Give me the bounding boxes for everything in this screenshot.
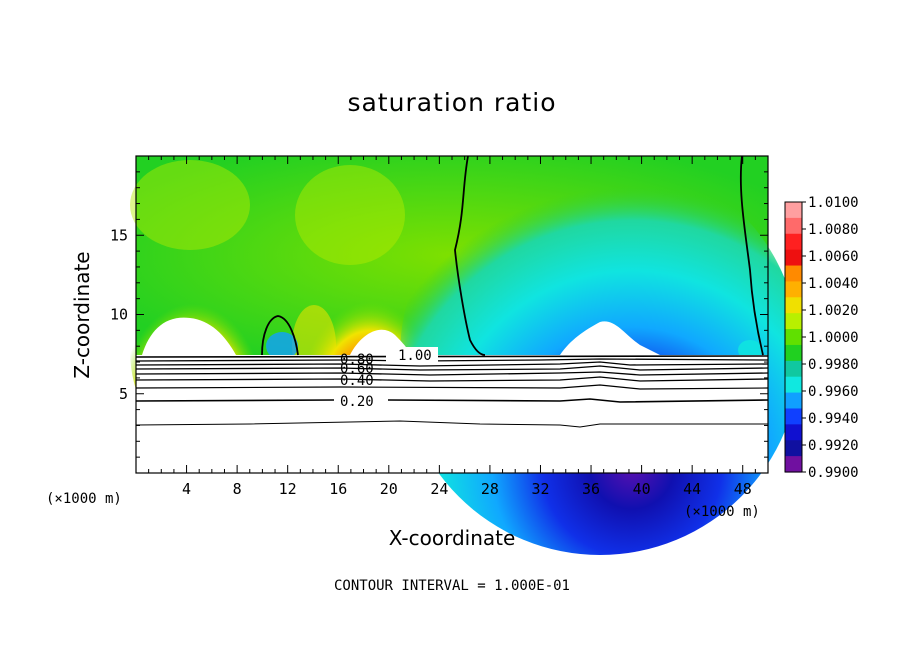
x-axis-label: X-coordinate xyxy=(388,526,516,550)
contour-1.00-small xyxy=(261,315,299,356)
field-lower-region xyxy=(136,355,768,473)
x-tick-label: 12 xyxy=(279,480,297,498)
y-axis-label: Z-coordinate xyxy=(70,251,94,379)
field-mask-cold xyxy=(560,321,660,355)
contour-line xyxy=(135,365,769,371)
x-tick-label: 40 xyxy=(633,480,651,498)
y-tick-label: 15 xyxy=(110,226,128,244)
colorbar-swatch xyxy=(785,424,802,441)
contour-lines xyxy=(135,355,769,428)
colorbar-swatch xyxy=(785,408,802,425)
contour-label: 0.80 xyxy=(340,352,374,368)
plot-area: 1.00 0.80 0.60 0.40 0.20 xyxy=(130,155,800,555)
x-tick-label: 24 xyxy=(430,480,448,498)
contour-line xyxy=(135,384,769,390)
y-tick-label: 5 xyxy=(119,385,128,403)
colorbar-swatch xyxy=(785,360,802,378)
colorbar-swatch xyxy=(785,313,802,330)
contour-line xyxy=(135,420,768,428)
x-tick-label: 8 xyxy=(233,480,242,498)
colorbar-swatch xyxy=(785,249,802,267)
colorbar-swatch xyxy=(785,297,802,314)
contour-line xyxy=(135,371,769,376)
x-tick-label: 4 xyxy=(182,480,191,498)
colorbar-swatch xyxy=(785,344,802,362)
colorbar-swatch xyxy=(785,217,802,235)
colorbar-swatch xyxy=(785,392,802,410)
field-warm-haze-left xyxy=(130,160,250,250)
contour-label: 1.00 xyxy=(398,348,432,364)
x-tick-label: 32 xyxy=(531,480,549,498)
contour-label: 0.60 xyxy=(340,361,374,377)
field-mask-left xyxy=(142,317,236,355)
contour-labels: 1.00 0.80 0.60 0.40 0.20 xyxy=(335,347,438,410)
x-tick-label: 36 xyxy=(582,480,600,498)
contour-line xyxy=(135,376,769,382)
colorbar-label: 1.0080 xyxy=(808,222,859,238)
field-cold-small xyxy=(266,332,298,360)
contour-line xyxy=(135,355,769,358)
contour-label: 0.40 xyxy=(340,373,374,389)
chart-title: saturation ratio xyxy=(347,88,557,117)
contour-line xyxy=(135,358,769,362)
x-unit-label: (×1000 m) xyxy=(684,504,760,520)
x-tick-label: 28 xyxy=(481,480,499,498)
colorbar: 1.0100 1.0080 1.0060 1.0040 1.0020 1.0000 0.99… xyxy=(784,195,859,481)
contour-line xyxy=(135,398,769,403)
y-tick-label: 10 xyxy=(110,306,128,324)
contour-interval-note: CONTOUR INTERVAL = 1.000E-01 xyxy=(333,578,570,594)
colorbar-label: 0.9920 xyxy=(808,438,859,454)
colorbar-label: 0.9980 xyxy=(808,357,859,373)
contour-1.00-right xyxy=(739,155,764,356)
colorbar-swatch xyxy=(785,376,802,394)
colorbar-label: 1.0020 xyxy=(808,303,859,319)
colorbar-label: 1.0040 xyxy=(808,276,859,292)
contour-line xyxy=(135,361,769,367)
x-tick-label: 44 xyxy=(683,480,701,498)
x-tick-label: 48 xyxy=(734,480,752,498)
colorbar-swatch xyxy=(785,281,802,298)
colorbar-swatch xyxy=(785,202,802,219)
colorbar-swatch xyxy=(785,329,802,346)
field-warm-haze-mid xyxy=(295,165,405,265)
colorbar-label: 0.9940 xyxy=(808,411,859,427)
colorbar-swatch xyxy=(785,265,802,283)
colorbar-swatch xyxy=(785,440,802,457)
colorbar-label: 1.0100 xyxy=(808,195,859,211)
colorbar-swatch xyxy=(785,233,802,251)
x-tick-label: 16 xyxy=(329,480,347,498)
x-tick-label: 20 xyxy=(380,480,398,498)
colorbar-label: 1.0060 xyxy=(808,249,859,265)
contour-label: 0.20 xyxy=(340,394,374,410)
z-unit-label: (×1000 m) xyxy=(46,491,122,507)
contour-1.00-mid xyxy=(454,155,486,356)
colorbar-label: 1.0000 xyxy=(808,330,859,346)
colorbar-swatch xyxy=(785,456,802,473)
colorbar-label: 0.9960 xyxy=(808,384,859,400)
colorbar-label: 0.9900 xyxy=(808,465,859,481)
